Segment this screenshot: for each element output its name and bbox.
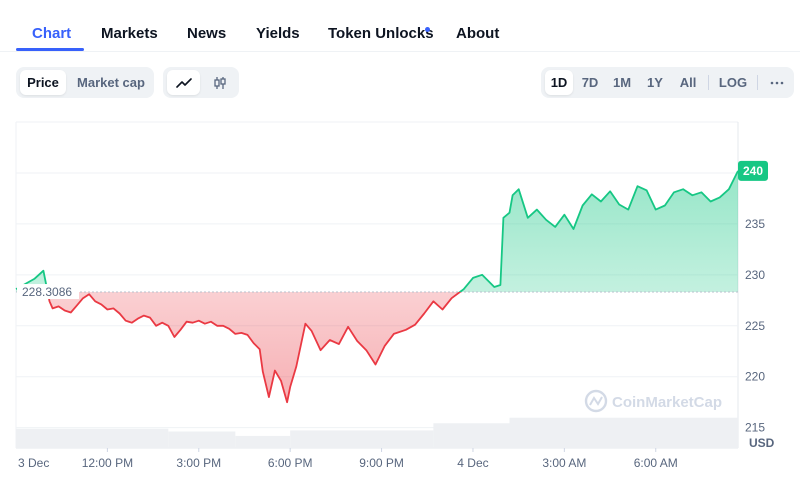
divider: [708, 75, 709, 90]
current-price-label: 240: [743, 164, 763, 178]
volume-bar: [235, 435, 291, 448]
log-scale-button[interactable]: LOG: [718, 75, 748, 90]
range-1y-button[interactable]: 1Y: [647, 75, 663, 90]
tab-about[interactable]: About: [456, 25, 500, 42]
tab-yields[interactable]: Yields: [256, 25, 300, 42]
x-tick-label: 9:00 PM: [359, 456, 404, 470]
baseline-price-tag: 228.3086: [17, 284, 79, 300]
more-options-button[interactable]: [763, 70, 791, 95]
volume-bar: [433, 423, 510, 448]
ellipsis-icon: [770, 81, 784, 84]
range-1d-button[interactable]: 1D: [545, 70, 573, 95]
range-all-button[interactable]: All: [679, 75, 697, 90]
tab-news[interactable]: News: [187, 25, 227, 42]
x-tick-label: 3 Dec: [18, 456, 49, 470]
y-tick-label: 230: [745, 268, 765, 282]
market-cap-toggle-button[interactable]: Market cap: [77, 75, 145, 90]
currency-unit-label: USD: [749, 436, 775, 450]
price-line-above: [15, 170, 739, 293]
x-tick-label: 4 Dec: [457, 456, 488, 470]
volume-bar: [290, 430, 434, 448]
volume-bars: [16, 417, 738, 448]
x-tick-label: 6:00 AM: [634, 456, 678, 470]
y-tick-label: 215: [745, 421, 765, 435]
watermark-text: CoinMarketCap: [612, 394, 722, 411]
x-tick-label: 12:00 PM: [82, 456, 133, 470]
range-1m-button[interactable]: 1M: [612, 75, 632, 90]
price-toggle-button[interactable]: Price: [20, 70, 66, 95]
time-range-selector: 1D 7D 1M 1Y All LOG: [541, 67, 794, 98]
x-tick-label: 6:00 PM: [268, 456, 313, 470]
active-tab-indicator: [16, 48, 84, 51]
tab-markets[interactable]: Markets: [101, 25, 158, 42]
area-above-baseline: [16, 170, 738, 293]
current-price-tag: 240: [738, 160, 768, 181]
x-tick-label: 3:00 AM: [542, 456, 586, 470]
y-axis-labels: 215 220 225 230 235: [745, 217, 765, 435]
tab-chart[interactable]: Chart: [32, 25, 72, 42]
volume-bar: [168, 431, 236, 448]
range-7d-button[interactable]: 7D: [581, 75, 599, 90]
volume-bar: [16, 428, 169, 448]
tab-token-unlocks[interactable]: Token Unlocks: [328, 25, 434, 42]
chart-style-toggle: [163, 67, 239, 98]
area-below-baseline: [47, 292, 460, 403]
y-tick-label: 225: [745, 319, 765, 333]
divider: [757, 75, 758, 90]
x-axis-labels: 3 Dec 12:00 PM 3:00 PM 6:00 PM 9:00 PM 4 Dec 3…: [18, 448, 678, 470]
metric-toggle: Price Market cap: [16, 67, 154, 98]
price-line-below: [46, 292, 462, 404]
candlestick-button[interactable]: [203, 70, 236, 95]
coinmarketcap-watermark: CoinMarketCap: [584, 389, 722, 413]
volume-bar: [509, 417, 738, 448]
x-tick-label: 3:00 PM: [176, 456, 221, 470]
line-chart-icon: [175, 77, 192, 88]
line-chart-button[interactable]: [167, 70, 200, 95]
baseline-price-label: 228.3086: [22, 285, 72, 299]
tab-bar: Chart Markets News Yields Token Unlocks …: [0, 0, 800, 52]
candlestick-icon: [213, 76, 226, 89]
new-badge-dot: [425, 27, 430, 32]
y-tick-label: 220: [745, 370, 765, 384]
y-tick-label: 235: [745, 217, 765, 231]
